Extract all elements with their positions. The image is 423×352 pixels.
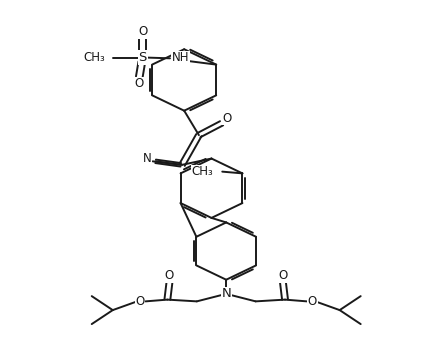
Text: S: S [138,51,147,64]
Text: O: O [222,112,232,125]
Text: NH: NH [172,51,189,64]
Text: N: N [221,287,231,300]
Text: O: O [278,269,288,282]
Text: O: O [135,77,144,90]
Text: O: O [135,295,145,308]
Text: N: N [143,152,151,165]
Text: O: O [138,25,147,38]
Text: CH₃: CH₃ [191,165,213,178]
Text: O: O [165,269,174,282]
Text: CH₃: CH₃ [83,51,105,64]
Text: O: O [308,295,317,308]
